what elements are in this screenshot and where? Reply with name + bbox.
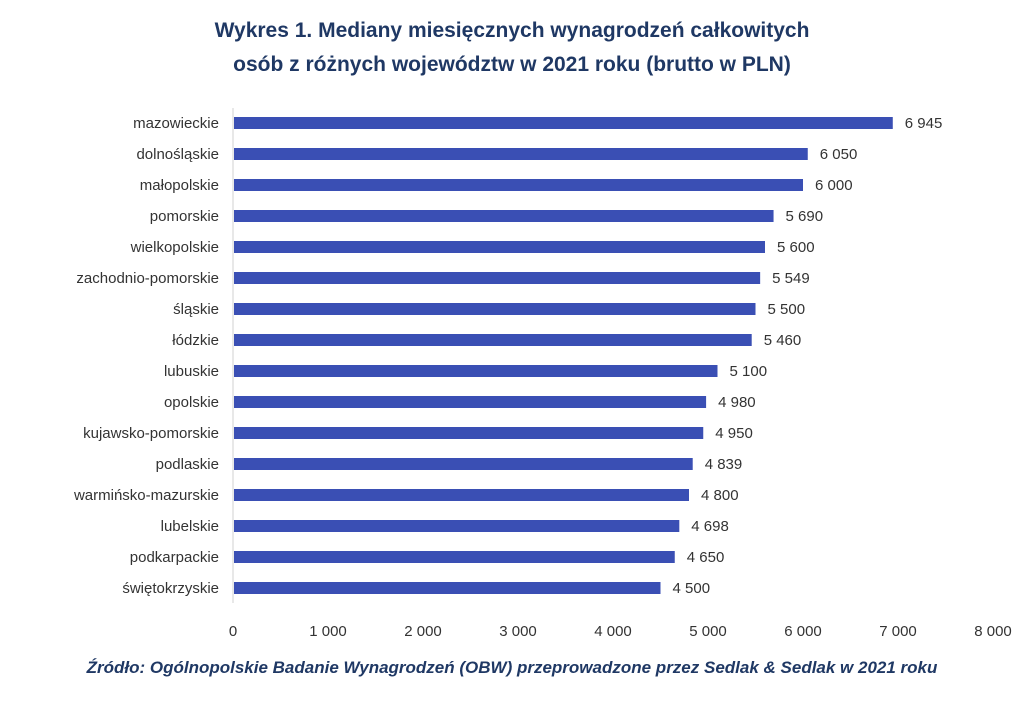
x-tick-label-6: 6 000 (784, 623, 822, 640)
category-label-1: dolnośląskie (136, 146, 219, 163)
x-tick-label-5: 5 000 (689, 623, 727, 640)
value-label-7: 5 460 (764, 332, 802, 349)
category-label-14: podkarpackie (130, 549, 219, 566)
bar-4 (234, 241, 765, 253)
value-label-5: 5 549 (772, 270, 810, 287)
bar-10 (234, 427, 704, 439)
bar-6 (234, 303, 756, 315)
x-tick-label-7: 7 000 (879, 623, 917, 640)
category-label-7: łódzkie (172, 332, 219, 349)
bar-11 (234, 458, 693, 470)
bar-chart: mazowieckie 6 945 dolnośląskie 6 050 małopol… (73, 108, 1012, 640)
category-label-0: mazowieckie (133, 115, 219, 132)
category-label-2: małopolskie (140, 177, 219, 194)
source-note: Źródło: Ogólnopolskie Badanie Wynagrodze… (86, 658, 938, 677)
x-tick-label-0: 0 (229, 623, 237, 640)
bar-0 (234, 117, 893, 129)
category-label-3: pomorskie (150, 208, 219, 225)
bar-12 (234, 489, 689, 501)
chart-title-line-2: osób z różnych województw w 2021 roku (b… (233, 53, 791, 76)
bar-2 (234, 179, 803, 191)
value-label-10: 4 950 (715, 425, 753, 442)
bar-15 (234, 582, 661, 594)
x-tick-label-1: 1 000 (309, 623, 347, 640)
x-tick-label-4: 4 000 (594, 623, 632, 640)
value-label-15: 4 500 (673, 580, 711, 597)
bar-7 (234, 334, 752, 346)
x-tick-label-2: 2 000 (404, 623, 442, 640)
value-label-9: 4 980 (718, 394, 756, 411)
x-tick-label-3: 3 000 (499, 623, 537, 640)
value-label-14: 4 650 (687, 549, 725, 566)
value-label-1: 6 050 (820, 146, 858, 163)
value-label-0: 6 945 (905, 115, 943, 132)
value-label-6: 5 500 (768, 301, 806, 318)
bar-8 (234, 365, 718, 377)
category-label-10: kujawsko-pomorskie (83, 425, 219, 442)
category-label-6: śląskie (173, 301, 219, 318)
bar-5 (234, 272, 761, 284)
bar-13 (234, 520, 680, 532)
bar-14 (234, 551, 675, 563)
category-label-15: świętokrzyskie (122, 580, 219, 597)
category-label-11: podlaskie (156, 456, 219, 473)
value-label-3: 5 690 (786, 208, 824, 225)
bar-9 (234, 396, 707, 408)
bar-3 (234, 210, 774, 222)
category-label-9: opolskie (164, 394, 219, 411)
chart-title-line-1: Wykres 1. Mediany miesięcznych wynagrodz… (214, 19, 810, 42)
value-label-12: 4 800 (701, 487, 739, 504)
value-label-13: 4 698 (691, 518, 729, 535)
category-label-4: wielkopolskie (130, 239, 219, 256)
value-label-2: 6 000 (815, 177, 853, 194)
category-label-12: warmińsko-mazurskie (73, 487, 219, 504)
category-label-8: lubuskie (164, 363, 219, 380)
value-label-4: 5 600 (777, 239, 815, 256)
bar-1 (234, 148, 808, 160)
category-label-13: lubelskie (161, 518, 219, 535)
chart-title: Wykres 1. Mediany miesięcznych wynagrodz… (0, 14, 1024, 82)
value-label-8: 5 100 (730, 363, 768, 380)
x-tick-label-8: 8 000 (974, 623, 1012, 640)
category-label-5: zachodnio-pomorskie (76, 270, 219, 287)
value-label-11: 4 839 (705, 456, 743, 473)
